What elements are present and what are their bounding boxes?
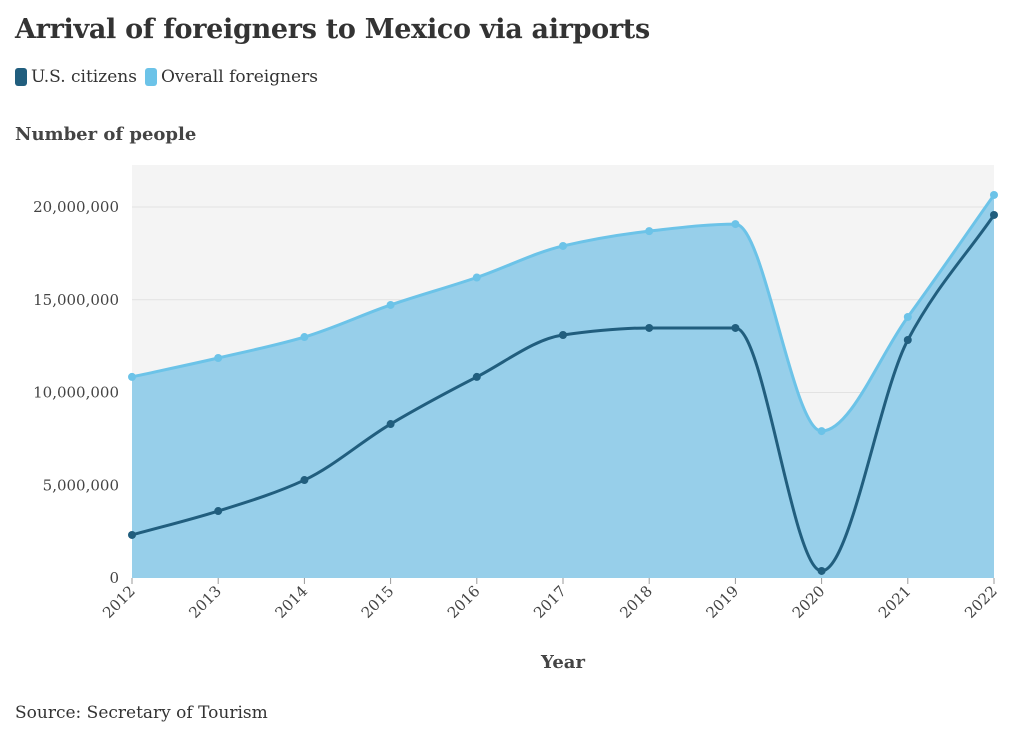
overall-foreigners-point bbox=[386, 300, 395, 309]
overall-foreigners-point bbox=[817, 427, 826, 436]
legend-item-overall[interactable]: Overall foreigners bbox=[144, 67, 318, 87]
overall-foreigners-point bbox=[300, 333, 309, 342]
y-tick-label: 0 bbox=[109, 569, 119, 587]
x-axis-title: Year bbox=[540, 652, 585, 673]
source-note: Source: Secretary of Tourism bbox=[15, 703, 268, 723]
overall-foreigners-point bbox=[559, 241, 567, 250]
overall-foreigners-point bbox=[214, 353, 223, 362]
overall-foreigners-point bbox=[645, 227, 654, 236]
us-citizens-point bbox=[214, 507, 223, 516]
legend-swatch-overall bbox=[144, 68, 157, 86]
us-citizens-point bbox=[645, 323, 654, 332]
x-tick-label: 2014 bbox=[271, 582, 311, 622]
overall-foreigners-area bbox=[132, 194, 994, 578]
x-tick-label: 2021 bbox=[875, 582, 915, 622]
us-citizens-point bbox=[472, 372, 481, 381]
overall-foreigners-point bbox=[128, 372, 136, 381]
x-tick-label: 2020 bbox=[789, 582, 829, 622]
us-citizens-point bbox=[386, 420, 395, 429]
x-tick-label: 2017 bbox=[530, 582, 570, 622]
x-tick-label: 2012 bbox=[99, 582, 139, 622]
us-citizens-point bbox=[990, 210, 998, 219]
x-tick-label: 2015 bbox=[358, 582, 398, 622]
legend: U.S. citizens Overall foreigners bbox=[15, 67, 318, 87]
x-tick-label: 2013 bbox=[185, 582, 225, 622]
us-citizens-point bbox=[903, 336, 912, 345]
legend-label-us: U.S. citizens bbox=[31, 67, 137, 87]
us-citizens-point bbox=[817, 566, 826, 575]
overall-foreigners-point bbox=[731, 220, 740, 229]
us-citizens-point bbox=[300, 476, 309, 485]
x-tick-label: 2018 bbox=[616, 582, 656, 622]
y-axis-title: Number of people bbox=[15, 124, 197, 145]
us-citizens-point bbox=[559, 330, 567, 339]
x-tick-label: 2016 bbox=[444, 582, 484, 622]
us-citizens-point bbox=[731, 323, 740, 332]
legend-item-us[interactable]: U.S. citizens bbox=[15, 67, 137, 87]
overall-foreigners-point bbox=[472, 273, 481, 282]
y-tick-label: 10,000,000 bbox=[33, 384, 119, 402]
x-tick-label: 2019 bbox=[702, 582, 742, 622]
y-tick-label: 15,000,000 bbox=[33, 291, 119, 309]
legend-swatch-us bbox=[15, 68, 27, 86]
y-tick-label: 20,000,000 bbox=[33, 198, 119, 216]
overall-foreigners-point bbox=[990, 190, 998, 199]
x-tick-label: 2022 bbox=[961, 582, 1001, 622]
overall-foreigners-point bbox=[903, 313, 912, 322]
chart-title: Arrival of foreigners to Mexico via airp… bbox=[15, 14, 650, 45]
legend-label-overall: Overall foreigners bbox=[160, 67, 318, 87]
us-citizens-point bbox=[128, 530, 136, 539]
y-tick-label: 5,000,000 bbox=[43, 476, 119, 494]
overall-foreigners-line bbox=[131, 194, 996, 433]
